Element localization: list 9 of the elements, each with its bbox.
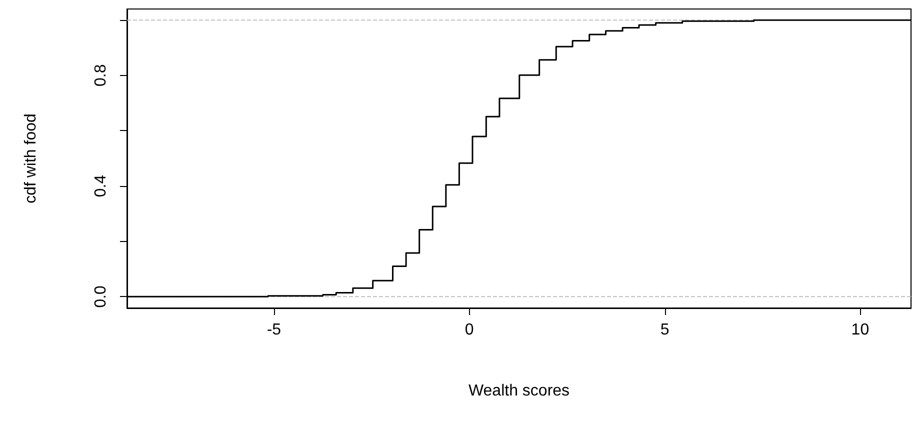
y-tick-label: 0.4: [92, 174, 110, 198]
y-tick-label: 0.0: [92, 285, 110, 308]
y-axis-title: cdf with food: [22, 114, 40, 204]
x-tick-label: 0: [464, 322, 474, 338]
x-tick-label: 5: [660, 322, 670, 338]
x-tick-label: -5: [266, 322, 282, 338]
y-tick-label: 0.8: [92, 64, 110, 87]
x-axis-title: Wealth scores: [468, 382, 570, 400]
x-tick-label: 10: [851, 322, 870, 338]
